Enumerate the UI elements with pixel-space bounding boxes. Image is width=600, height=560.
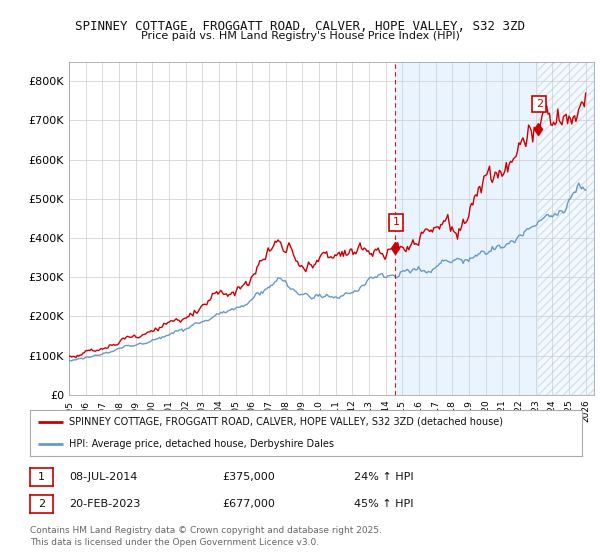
Bar	[395, 62, 538, 395]
Text: Price paid vs. HM Land Registry's House Price Index (HPI): Price paid vs. HM Land Registry's House …	[140, 31, 460, 41]
Text: HPI: Average price, detached house, Derbyshire Dales: HPI: Average price, detached house, Derb…	[68, 438, 334, 449]
Text: £677,000: £677,000	[222, 499, 275, 509]
Text: 2: 2	[38, 499, 45, 509]
Text: SPINNEY COTTAGE, FROGGATT ROAD, CALVER, HOPE VALLEY, S32 3ZD (detached house): SPINNEY COTTAGE, FROGGATT ROAD, CALVER, …	[68, 417, 503, 427]
Bar	[538, 62, 594, 395]
Text: SPINNEY COTTAGE, FROGGATT ROAD, CALVER, HOPE VALLEY, S32 3ZD: SPINNEY COTTAGE, FROGGATT ROAD, CALVER, …	[75, 20, 525, 32]
Text: £375,000: £375,000	[222, 472, 275, 482]
Text: Contains HM Land Registry data © Crown copyright and database right 2025.
This d: Contains HM Land Registry data © Crown c…	[30, 526, 382, 547]
Bar	[538, 62, 594, 395]
Text: 1: 1	[393, 217, 400, 227]
Text: 08-JUL-2014: 08-JUL-2014	[69, 472, 137, 482]
Text: 45% ↑ HPI: 45% ↑ HPI	[354, 499, 413, 509]
Text: 1: 1	[38, 472, 45, 482]
Text: 2: 2	[536, 99, 543, 109]
Text: 24% ↑ HPI: 24% ↑ HPI	[354, 472, 413, 482]
Text: 20-FEB-2023: 20-FEB-2023	[69, 499, 140, 509]
